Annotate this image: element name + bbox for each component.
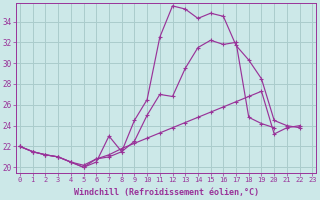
X-axis label: Windchill (Refroidissement éolien,°C): Windchill (Refroidissement éolien,°C) <box>74 188 259 197</box>
